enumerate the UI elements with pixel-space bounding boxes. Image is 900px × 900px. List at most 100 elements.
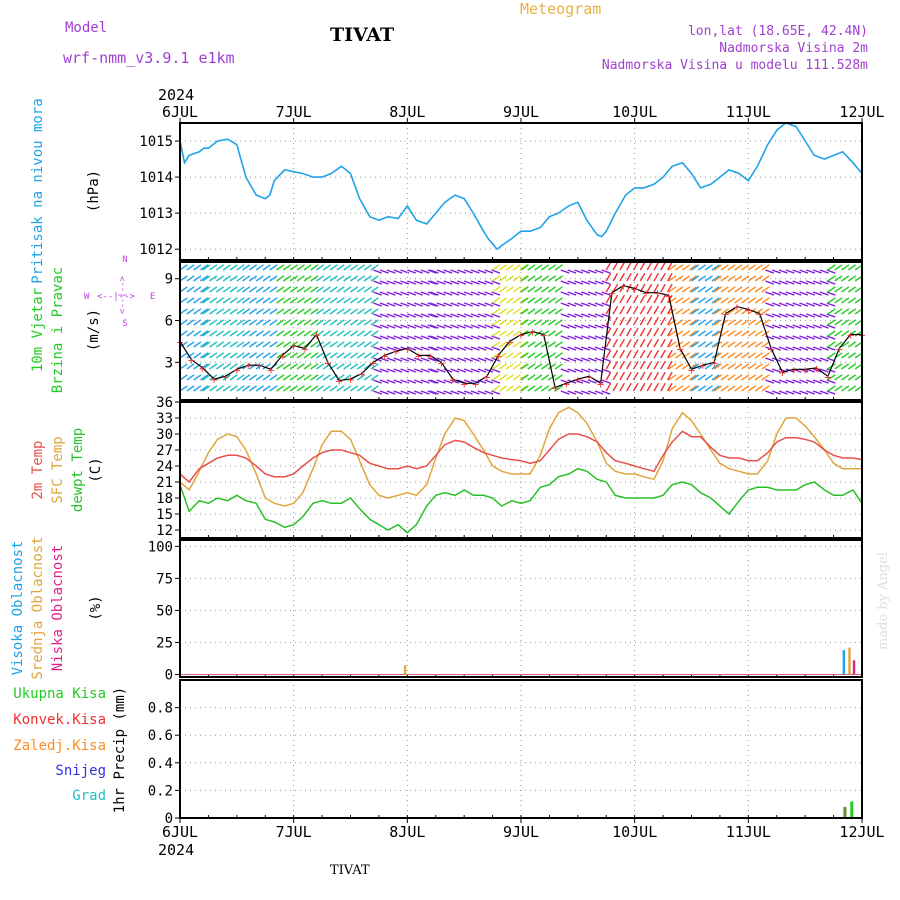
wind-arrow — [202, 275, 211, 282]
wind-arrow — [841, 264, 850, 271]
wind-arrow — [660, 283, 666, 293]
wind-arrow — [594, 357, 604, 362]
wind-arrow — [443, 335, 453, 340]
wind-arrow — [713, 308, 723, 315]
cloud-unit-label: (%) — [88, 595, 104, 620]
wind-arrow — [841, 330, 850, 337]
wind-arrow — [356, 330, 366, 337]
wind-arrow — [370, 275, 379, 282]
wind-arrow — [675, 374, 684, 381]
wind-arrow — [660, 327, 666, 337]
y-tick-label: 27 — [156, 443, 173, 459]
wind-arrow — [778, 313, 788, 318]
wind-arrow — [322, 374, 331, 381]
wind-speed-marker: + — [494, 351, 502, 362]
wind-arrow — [754, 264, 763, 271]
wind-arrow — [343, 286, 352, 293]
wind-arrow — [484, 324, 494, 329]
wind-arrow — [660, 349, 666, 359]
wind-arrow — [202, 297, 211, 304]
wind-arrow — [505, 286, 514, 293]
wind-arrow — [560, 269, 570, 274]
wind-arrow — [626, 382, 632, 392]
wind-arrow — [400, 280, 410, 285]
wind-arrow — [400, 335, 410, 340]
wind-arrow — [806, 335, 815, 340]
wind-arrow — [632, 349, 639, 359]
wind-arrow — [626, 338, 632, 348]
wind-arrow — [236, 341, 245, 348]
wind-arrow — [450, 269, 460, 274]
wind-arrow — [463, 291, 473, 296]
wind-arrow — [457, 357, 467, 362]
wind-arrow — [541, 286, 550, 293]
wind-arrow — [660, 382, 666, 392]
wind-arrow — [819, 346, 829, 351]
wind-arrow — [847, 374, 857, 381]
wind-arrow — [477, 368, 487, 373]
wind-arrow — [450, 335, 460, 340]
wind-arrow — [400, 291, 410, 296]
wind-arrow — [450, 291, 460, 296]
wind-arrow — [262, 330, 271, 337]
wind-arrow — [186, 264, 195, 271]
wind-arrow — [477, 302, 487, 307]
wind-arrow — [778, 280, 788, 285]
wind-arrow — [594, 269, 604, 274]
wind-arrow — [799, 379, 809, 384]
wind-arrow — [427, 335, 437, 340]
wind-arrow — [547, 286, 557, 293]
wind-arrow — [329, 275, 338, 282]
wind-arrow — [315, 286, 325, 293]
wind-arrow — [574, 280, 584, 285]
wind-arrow — [574, 302, 584, 307]
wind-arrow — [505, 374, 514, 381]
wind-arrow — [186, 374, 195, 381]
wind-arrow — [463, 335, 473, 340]
wind-arrow — [370, 341, 379, 348]
wind-arrow — [269, 264, 278, 271]
wind-arrow — [754, 308, 763, 315]
wind-arrow — [560, 335, 570, 340]
wind-arrow — [734, 352, 743, 359]
wind-arrow — [605, 261, 612, 271]
wind-arrow — [827, 275, 836, 282]
wind-arrow — [343, 275, 352, 282]
wind-speed-marker: + — [756, 310, 764, 321]
wind-arrow — [834, 363, 843, 370]
wind-arrow — [554, 264, 563, 271]
wind-arrow — [581, 346, 590, 351]
wind-arrow — [200, 374, 209, 381]
wind-speed-marker: + — [392, 347, 400, 358]
wind-speed-marker: + — [665, 291, 673, 302]
y-tick-label: 0.2 — [148, 783, 173, 799]
wind-arrow — [653, 349, 660, 359]
wind-arrow — [477, 335, 487, 340]
wind-arrow — [639, 316, 646, 326]
wind-arrow — [691, 352, 700, 359]
wind-arrow — [541, 297, 550, 304]
wind-speed-marker: + — [676, 344, 684, 355]
wind-arrow — [512, 352, 521, 359]
wind-arrow — [303, 352, 312, 359]
wind-arrow — [413, 346, 423, 351]
wind-arrow — [200, 385, 209, 392]
wind-arrow — [827, 352, 836, 359]
wind-arrow — [492, 286, 501, 293]
wind-arrow — [379, 302, 389, 307]
wind-arrow — [653, 371, 660, 381]
wind-arrow — [505, 264, 514, 271]
wind-arrow — [713, 363, 723, 370]
wind-arrow — [202, 363, 211, 370]
wind-arrow — [470, 368, 480, 373]
wind-arrow — [567, 324, 577, 329]
wind-arrow — [463, 379, 473, 384]
wind-arrow — [512, 330, 521, 337]
wind-arrow — [393, 324, 403, 329]
snow-label: Snijeg — [55, 763, 106, 779]
wind-arrow — [675, 319, 684, 326]
wind-arrow — [747, 363, 757, 370]
wind-arrow — [512, 308, 521, 315]
wind-arrow — [626, 371, 632, 381]
x-tick-label-bottom: 7JUL — [276, 823, 312, 841]
